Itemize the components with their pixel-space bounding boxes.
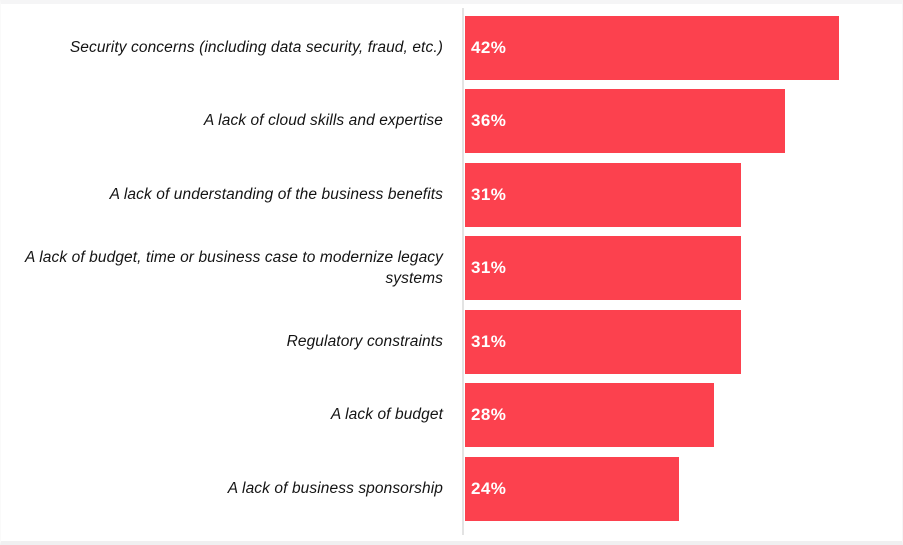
bar-row: Regulatory constraints 31% [1,305,902,379]
category-label: A lack of business sponsorship [227,479,443,497]
bar-row: A lack of understanding of the business … [1,158,902,232]
value-label: 36% [471,111,507,131]
bar-row: A lack of cloud skills and expertise 36% [1,85,902,159]
value-label: 24% [471,478,507,498]
bar-track: 24% [465,456,902,521]
bar-track: 42% [465,15,902,80]
bar-track: 31% [465,236,902,301]
category-label: A lack of budget, time or business case … [24,248,443,288]
bar-row: Security concerns (including data securi… [1,11,902,85]
value-label: 31% [471,258,507,278]
bar: 42% [465,15,839,80]
value-label: 31% [471,184,507,204]
bar: 28% [465,383,715,448]
category-label: A lack of cloud skills and expertise [203,112,443,130]
bar-track: 31% [465,309,902,374]
bar-row: A lack of budget 28% [1,379,902,453]
y-axis-line [462,8,464,535]
category-label: Regulatory constraints [286,332,443,350]
value-label: 42% [471,37,507,57]
value-label: 31% [471,331,507,351]
category-label: A lack of understanding of the business … [109,185,443,203]
bar-chart: Security concerns (including data securi… [1,11,902,526]
bar-track: 31% [465,162,902,227]
bar-track: 28% [465,383,902,448]
bar-row: A lack of budget, time or business case … [1,232,902,306]
bar: 36% [465,89,786,154]
category-label: Security concerns (including data securi… [69,38,443,56]
bar: 31% [465,162,741,227]
bar-track: 36% [465,89,902,154]
bar: 31% [465,309,741,374]
bar: 31% [465,236,741,301]
bar: 24% [465,456,679,521]
category-label: A lack of budget [330,406,443,424]
bar-row: A lack of business sponsorship 24% [1,452,902,526]
value-label: 28% [471,405,507,425]
